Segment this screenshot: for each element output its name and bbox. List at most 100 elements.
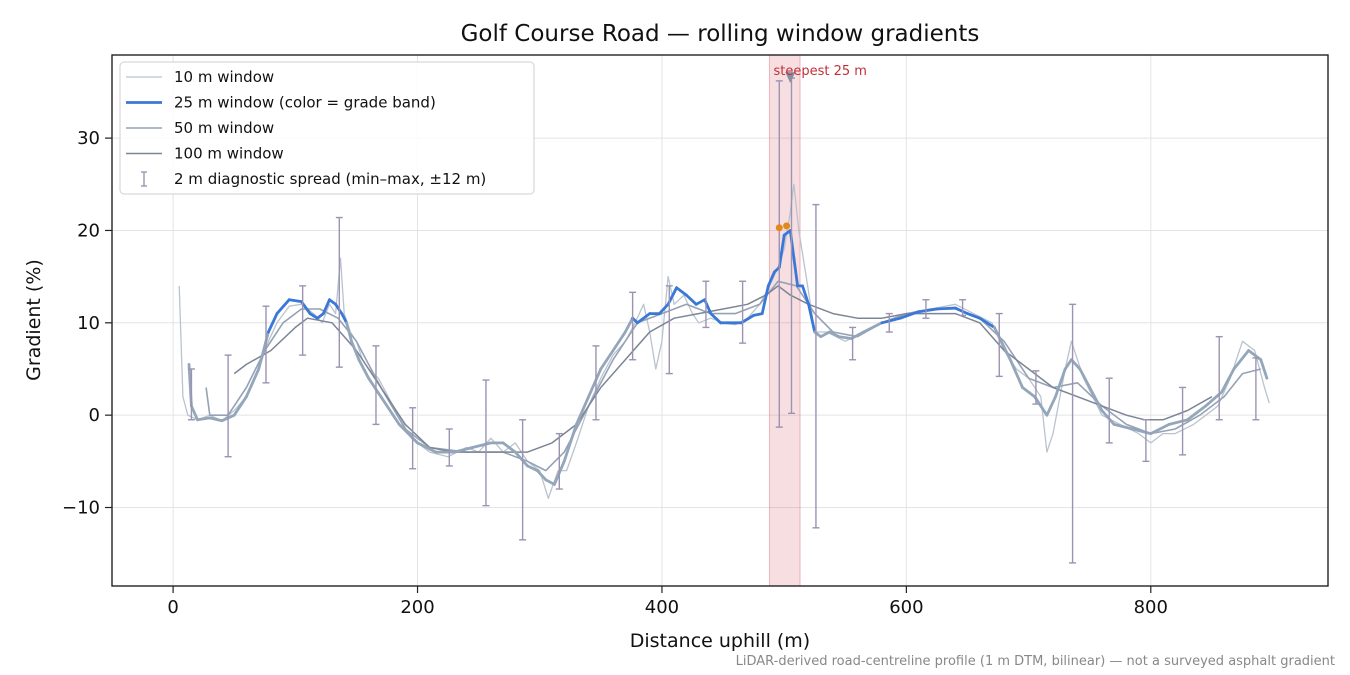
x-tick-label: 200 xyxy=(400,597,434,618)
series-line-2 xyxy=(205,280,1261,472)
error-bar xyxy=(739,280,747,344)
steepest-marker xyxy=(785,72,796,84)
error-bar xyxy=(995,312,1003,378)
series-25m-segment xyxy=(599,349,615,371)
series-25m-segment xyxy=(587,367,603,399)
series-25m-segment xyxy=(1131,427,1153,436)
series-25m-segment xyxy=(1232,349,1250,371)
series-25m-segment xyxy=(993,325,1012,362)
series-25m-segment xyxy=(340,312,349,325)
y-tick-label: 20 xyxy=(77,220,100,241)
legend-label: 100 m window xyxy=(174,145,284,163)
error-bar xyxy=(299,285,307,356)
series-25m-segment xyxy=(819,330,831,339)
series-25m-segment xyxy=(471,441,493,449)
series-25m-segment xyxy=(257,330,270,371)
series-25m-segment xyxy=(766,270,776,288)
series-25m-segment xyxy=(350,339,361,362)
legend-label: 25 m window (color = grade band) xyxy=(174,94,436,112)
series-25m-segment xyxy=(397,422,419,445)
series-25m-segment xyxy=(1021,386,1037,399)
series-25m-segment xyxy=(357,358,371,380)
legend: 10 m window 25 m window (color = grade ba… xyxy=(119,61,535,195)
series-25m-segment xyxy=(898,310,920,320)
steepest-label: steepest 25 m xyxy=(773,64,866,79)
series-25m-segment xyxy=(287,298,303,304)
y-tick-label: 0 xyxy=(89,405,100,426)
legend-entry: 25 m window (color = grade band) xyxy=(126,94,436,112)
series-25m-segment xyxy=(792,256,799,288)
series-25m-segment xyxy=(308,312,319,320)
legend-label: 50 m window xyxy=(174,119,274,137)
y-axis: −10 0 10 20 30 xyxy=(62,128,112,519)
error-bar xyxy=(775,80,783,428)
series-line-3 xyxy=(233,285,1213,453)
x-tick-label: 800 xyxy=(1134,597,1168,618)
series-25m-segment xyxy=(966,312,982,320)
series-25m-segment xyxy=(1259,358,1269,380)
error-bar xyxy=(409,407,417,470)
peak-marker xyxy=(775,224,783,232)
series-25m-segment xyxy=(1220,367,1236,394)
series-25m-segment xyxy=(1167,418,1189,426)
error-bar xyxy=(224,354,232,458)
series-25m-segment xyxy=(752,312,764,317)
legend-entry: 10 m window xyxy=(126,68,274,86)
series-25m-segment xyxy=(1045,395,1057,417)
x-axis-label: Distance uphill (m) xyxy=(630,630,810,652)
error-bar xyxy=(335,216,343,368)
series-25m-segment xyxy=(345,321,353,343)
series-25m-segment xyxy=(526,464,539,473)
error-bar xyxy=(372,345,380,426)
series-25m-segment xyxy=(880,316,902,325)
series-25m-segment xyxy=(740,313,755,325)
series-25m-segment xyxy=(513,450,529,468)
series-25m-segment xyxy=(1008,358,1024,389)
series-25m-segment xyxy=(862,321,884,334)
series-25m-segment xyxy=(611,330,627,352)
x-axis: 0 200 400 600 800 xyxy=(167,586,1168,618)
series-25m-segment xyxy=(1033,395,1049,417)
steepest-highlight xyxy=(768,54,801,587)
series-25m-segment xyxy=(801,284,810,306)
error-bar xyxy=(1032,370,1040,405)
series-25m-segment xyxy=(244,367,261,399)
peak-marker xyxy=(783,222,791,230)
series-25m-segment xyxy=(694,298,707,306)
footnote: LiDAR-derived road-centreline profile (1… xyxy=(736,654,1335,669)
error-bar xyxy=(1252,357,1260,421)
x-tick-label: 400 xyxy=(645,597,679,618)
series-25m-segment xyxy=(760,284,770,316)
error-bar xyxy=(885,312,893,333)
series-25m-segment xyxy=(544,478,556,486)
y-tick-label: 10 xyxy=(77,313,100,334)
series-25m-segment xyxy=(208,416,224,423)
error-bars xyxy=(187,77,1260,564)
error-bar xyxy=(849,326,857,361)
series-25m-segment xyxy=(828,330,841,339)
series-25m-segment xyxy=(675,286,688,297)
error-bar xyxy=(1142,419,1150,463)
error-bar xyxy=(262,305,270,384)
y-tick-label: 30 xyxy=(77,128,100,149)
series-25m-segment xyxy=(232,395,248,417)
peak-markers: steepest 25 m xyxy=(773,64,867,232)
series-25m-segment xyxy=(562,422,578,463)
series-25m-segment xyxy=(636,312,652,325)
legend-entry: 2 m diagnostic spread (min–max, ±12 m) xyxy=(141,170,486,188)
x-tick-label: 0 xyxy=(167,597,178,618)
series-25m-segment xyxy=(658,302,670,316)
series-25m-segment xyxy=(807,302,817,334)
series-25m-segment xyxy=(575,395,590,426)
series-25m-segment xyxy=(452,446,474,454)
series-25m-segment xyxy=(837,335,853,340)
series-25m-segment xyxy=(189,404,199,422)
error-bar xyxy=(1179,386,1187,456)
grid-lines xyxy=(112,55,1328,586)
error-bar xyxy=(665,285,673,375)
x-tick-label: 600 xyxy=(889,597,923,618)
plot-frame xyxy=(111,54,1329,587)
series-25m-segment xyxy=(1112,422,1134,431)
chart-title: Golf Course Road — rolling window gradie… xyxy=(461,21,980,47)
series-25m-segment xyxy=(709,312,722,325)
